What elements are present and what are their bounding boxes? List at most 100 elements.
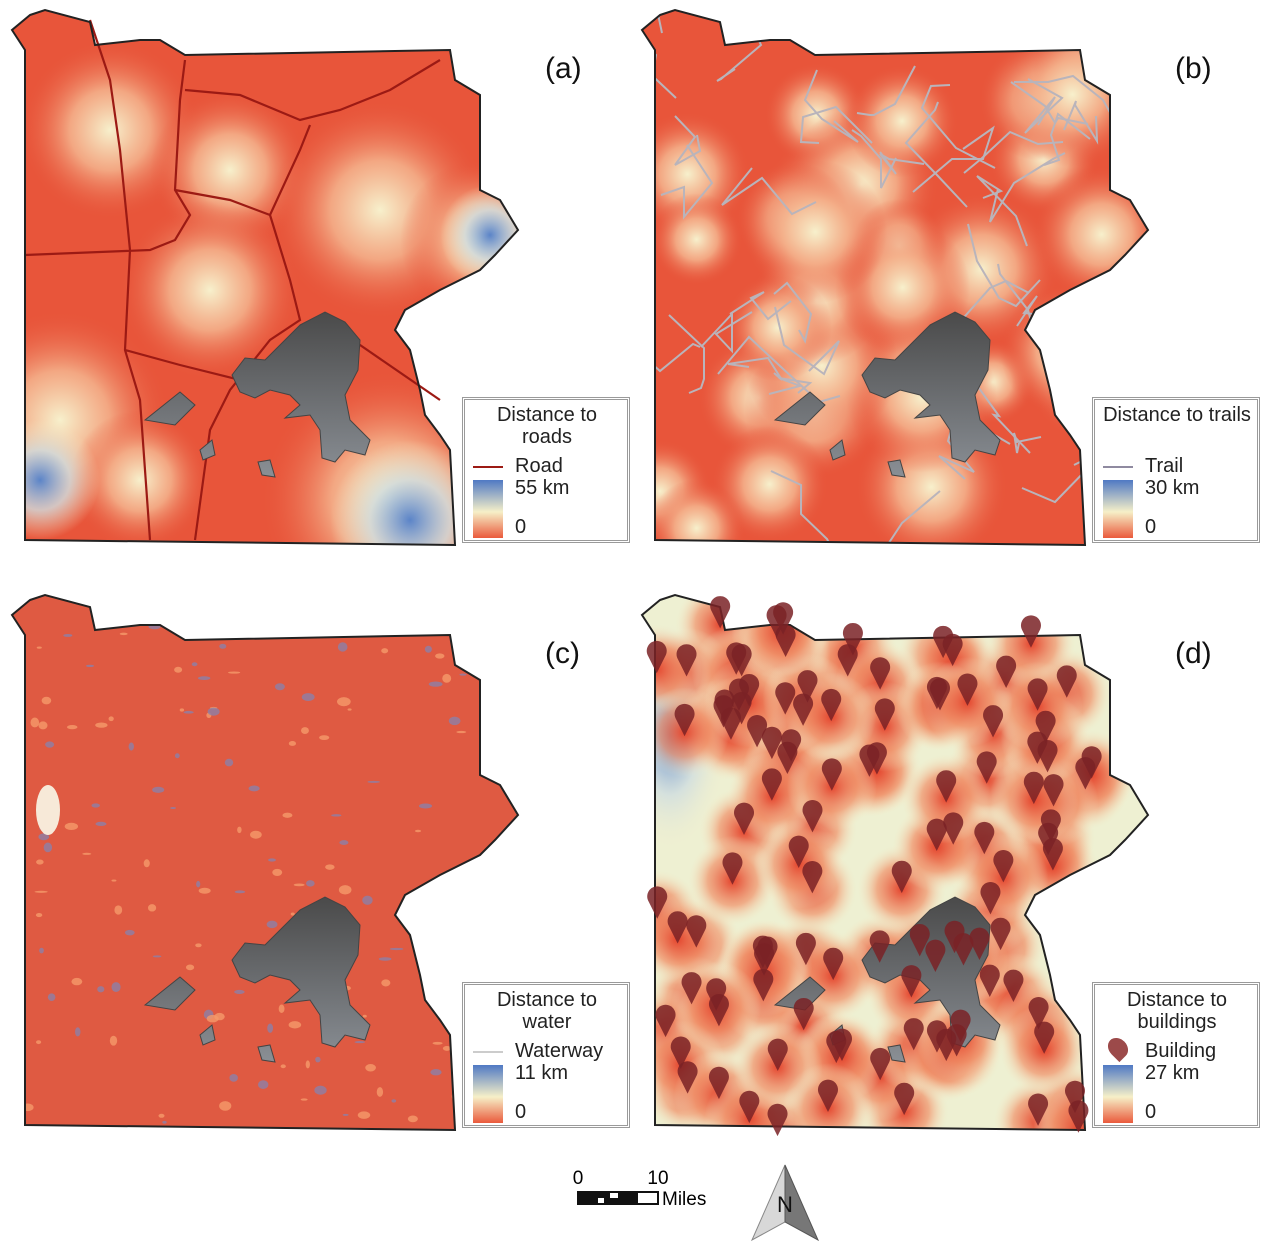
water-zone: [258, 1080, 269, 1089]
trail: [668, 314, 705, 394]
water-zone: [325, 864, 335, 870]
building: [936, 770, 957, 803]
trail: [851, 129, 897, 189]
water-zone: [336, 697, 351, 707]
scale-unit: Miles: [662, 1189, 706, 1210]
building: [802, 800, 823, 833]
water-zone: [219, 643, 227, 649]
map-fill: [642, 10, 1148, 545]
water-zone: [207, 608, 216, 615]
building: [1042, 838, 1063, 871]
water-zone: [63, 633, 73, 637]
water-zone: [274, 683, 285, 691]
scale-segment: [618, 1192, 638, 1204]
water-zone: [424, 645, 432, 653]
water-zone: [30, 717, 40, 728]
trail: [774, 306, 840, 376]
legend-min: 0: [515, 1101, 527, 1123]
scale-end: 10: [647, 1168, 668, 1189]
trail: [1024, 78, 1064, 134]
water-zone: [448, 716, 461, 726]
building: [866, 742, 887, 775]
water-zone: [337, 642, 348, 652]
building: [974, 821, 995, 855]
building: [739, 1090, 760, 1124]
legend-feature: Trail: [1145, 455, 1184, 477]
water-zone: [479, 709, 492, 719]
building: [942, 633, 963, 667]
legend-feature: Road: [515, 455, 563, 477]
map-fill: [642, 595, 1148, 1130]
water-zone: [338, 885, 352, 895]
water-zone: [314, 1085, 327, 1095]
building: [993, 850, 1014, 883]
building: [797, 670, 818, 703]
building: [870, 1047, 891, 1081]
building: [869, 930, 890, 963]
water-zone: [367, 780, 380, 783]
building: [1037, 739, 1058, 773]
building: [726, 642, 747, 675]
building: [647, 886, 668, 919]
building: [775, 682, 796, 715]
water-zone: [301, 727, 309, 734]
water-zone: [454, 928, 466, 937]
building: [674, 703, 695, 737]
trail: [1013, 432, 1042, 454]
building: [795, 932, 816, 966]
legend-colorbar: [1103, 1065, 1133, 1123]
building: [969, 927, 990, 960]
water-zone: [315, 603, 323, 613]
water-zone: [170, 806, 177, 809]
trail: [674, 115, 702, 166]
building: [734, 802, 755, 836]
north-arrow: [784, 1164, 820, 1242]
park-boundary: [10, 593, 520, 1132]
water-zone: [119, 632, 128, 636]
water-zone: [47, 993, 56, 1001]
legend-min: 0: [1145, 1101, 1157, 1123]
building: [926, 818, 947, 851]
water-zone: [234, 890, 246, 894]
map-panel: (c): [10, 593, 580, 1132]
legend: Distance to buildings Building 27 km 0: [1092, 982, 1260, 1128]
water-zone: [430, 1069, 442, 1076]
water-zone: [301, 693, 315, 701]
water-zone: [381, 648, 389, 654]
water-zone: [423, 947, 434, 953]
trail: [967, 223, 1041, 308]
building: [976, 751, 997, 784]
building: [821, 688, 842, 722]
water-zone: [437, 968, 449, 972]
building: [1068, 1100, 1089, 1133]
water-zone: [97, 986, 105, 993]
building: [891, 860, 912, 894]
water-zone: [45, 741, 55, 748]
building: [1027, 678, 1048, 711]
building: [983, 705, 1004, 738]
water-zone: [36, 859, 44, 865]
legend-colorbar: [473, 1065, 503, 1123]
scale-segment: [598, 1192, 604, 1198]
water-zone: [39, 947, 44, 954]
building: [739, 673, 760, 707]
building: [793, 997, 814, 1031]
water-zone: [376, 1087, 384, 1097]
map-fill: [12, 595, 518, 1130]
water-zone: [147, 904, 157, 912]
building: [1027, 731, 1048, 764]
water-zone: [36, 785, 60, 835]
trail: [803, 69, 859, 143]
scale-segment: [604, 1198, 618, 1204]
building: [909, 923, 930, 957]
water-zone: [174, 753, 180, 759]
legend: Distance to water Waterway 11 km 0: [462, 982, 630, 1128]
building: [802, 861, 823, 894]
road: [184, 59, 441, 122]
legend-min: 0: [1145, 516, 1157, 538]
water-zone: [152, 955, 162, 958]
building: [793, 693, 814, 726]
water-zone: [224, 758, 234, 767]
road: [193, 214, 302, 541]
